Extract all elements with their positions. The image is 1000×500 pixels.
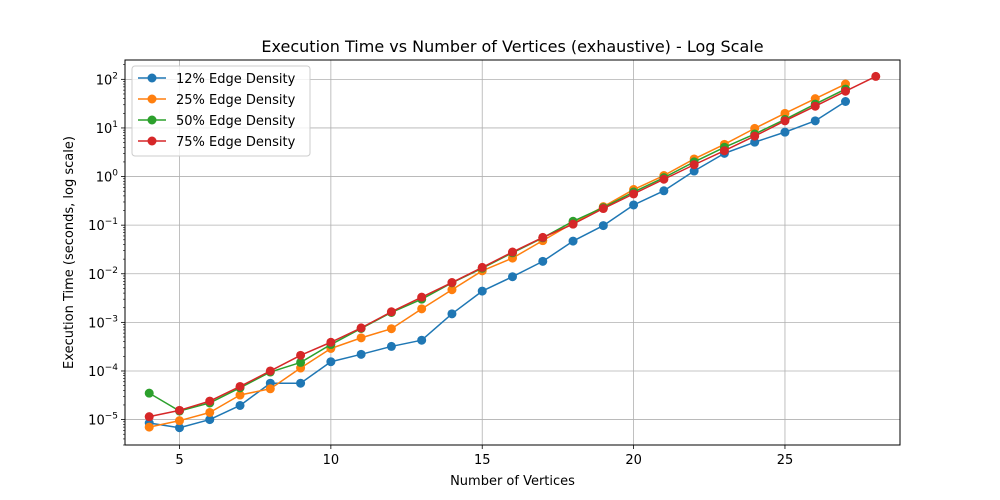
data-point <box>386 324 396 334</box>
series-line <box>149 83 846 428</box>
y-tick-label: 10−4 <box>88 363 118 380</box>
data-point <box>810 101 820 111</box>
legend-label: 50% Edge Density <box>176 114 296 129</box>
data-point <box>780 127 790 137</box>
plot-frame <box>124 59 901 446</box>
data-point <box>719 146 729 156</box>
data-point <box>265 366 275 376</box>
data-point <box>144 422 154 432</box>
data-point <box>689 166 699 176</box>
data-point <box>629 189 639 199</box>
legend-label: 25% Edge Density <box>176 93 296 108</box>
legend-label: 12% Edge Density <box>176 72 296 87</box>
data-point <box>386 341 396 351</box>
data-point <box>841 97 851 107</box>
series-1 <box>144 97 851 433</box>
data-point <box>508 247 517 257</box>
data-point <box>417 292 427 302</box>
data-point <box>144 412 154 422</box>
legend-swatch-marker <box>147 73 157 83</box>
x-tick-label: 20 <box>625 453 642 468</box>
legend-entry: 25% Edge Density <box>138 93 296 108</box>
data-point <box>235 381 245 391</box>
data-point <box>810 116 820 126</box>
data-point <box>508 272 517 282</box>
chart-title: Execution Time vs Number of Vertices (ex… <box>261 37 763 56</box>
legend-label: 75% Edge Density <box>176 135 296 150</box>
data-point <box>477 262 487 272</box>
legend-entry: 75% Edge Density <box>138 135 296 150</box>
data-point <box>629 200 639 210</box>
data-point <box>568 236 578 246</box>
data-point <box>326 357 336 367</box>
data-point <box>265 384 275 394</box>
y-tick-label: 102 <box>96 71 118 88</box>
data-point <box>296 357 306 367</box>
y-tick-label: 101 <box>96 120 118 137</box>
data-point <box>417 304 427 314</box>
data-point <box>659 186 669 196</box>
data-point <box>477 286 487 296</box>
legend-swatch-marker <box>147 94 157 104</box>
x-tick-label: 25 <box>777 453 794 468</box>
data-point <box>205 396 215 406</box>
legend-swatch-marker <box>147 115 157 125</box>
legend-swatch-marker <box>147 136 157 146</box>
y-tick-label: 10−1 <box>88 217 118 234</box>
series-4 <box>144 71 881 422</box>
data-point <box>689 160 699 170</box>
data-point <box>447 285 457 295</box>
data-point <box>296 378 306 388</box>
legend: 12% Edge Density 25% Edge Density 50% Edge… <box>131 65 311 157</box>
x-tick-label: 15 <box>474 453 491 468</box>
data-point <box>598 221 608 231</box>
data-point <box>144 388 154 398</box>
x-axis-title: Number of Vertices <box>450 474 575 489</box>
data-point <box>417 335 427 345</box>
data-point <box>780 116 790 126</box>
y-tick-label: 10−5 <box>88 412 118 429</box>
data-point <box>235 390 245 400</box>
grid <box>125 60 900 445</box>
data-point <box>174 405 184 415</box>
data-point <box>356 333 366 343</box>
data-point <box>205 415 215 425</box>
data-point <box>568 219 578 229</box>
legend-entry: 12% Edge Density <box>138 72 296 87</box>
data-point <box>235 400 245 410</box>
data-point <box>659 174 669 184</box>
data-point <box>871 71 881 81</box>
legend-entry: 50% Edge Density <box>138 114 296 129</box>
data-point <box>538 232 548 242</box>
data-point <box>174 416 184 426</box>
series-line <box>149 100 846 429</box>
data-point <box>356 349 366 359</box>
data-point <box>205 407 215 417</box>
data-point <box>447 278 457 288</box>
data-point <box>538 256 548 266</box>
x-tick-label: 5 <box>175 453 183 468</box>
data-point <box>386 307 396 317</box>
data-point <box>598 204 608 214</box>
y-tick-label: 10−2 <box>88 266 118 283</box>
series-layer <box>144 71 881 433</box>
data-point <box>841 86 851 96</box>
data-point <box>326 337 336 347</box>
y-axis-title: Execution Time (seconds, log scale) <box>62 136 77 369</box>
data-point <box>296 350 306 360</box>
y-tick-label: 10−3 <box>88 314 118 331</box>
data-point <box>447 309 457 319</box>
data-point <box>750 131 760 141</box>
data-point <box>356 323 366 333</box>
axis-ticks: 5 10 15 20 25 10−5 10−4 10−3 10−2 10−1 100 101 102 <box>88 64 794 468</box>
data-point <box>174 423 184 433</box>
legend-frame <box>131 65 311 157</box>
x-tick-label: 10 <box>323 453 340 468</box>
y-tick-label: 100 <box>96 169 119 186</box>
